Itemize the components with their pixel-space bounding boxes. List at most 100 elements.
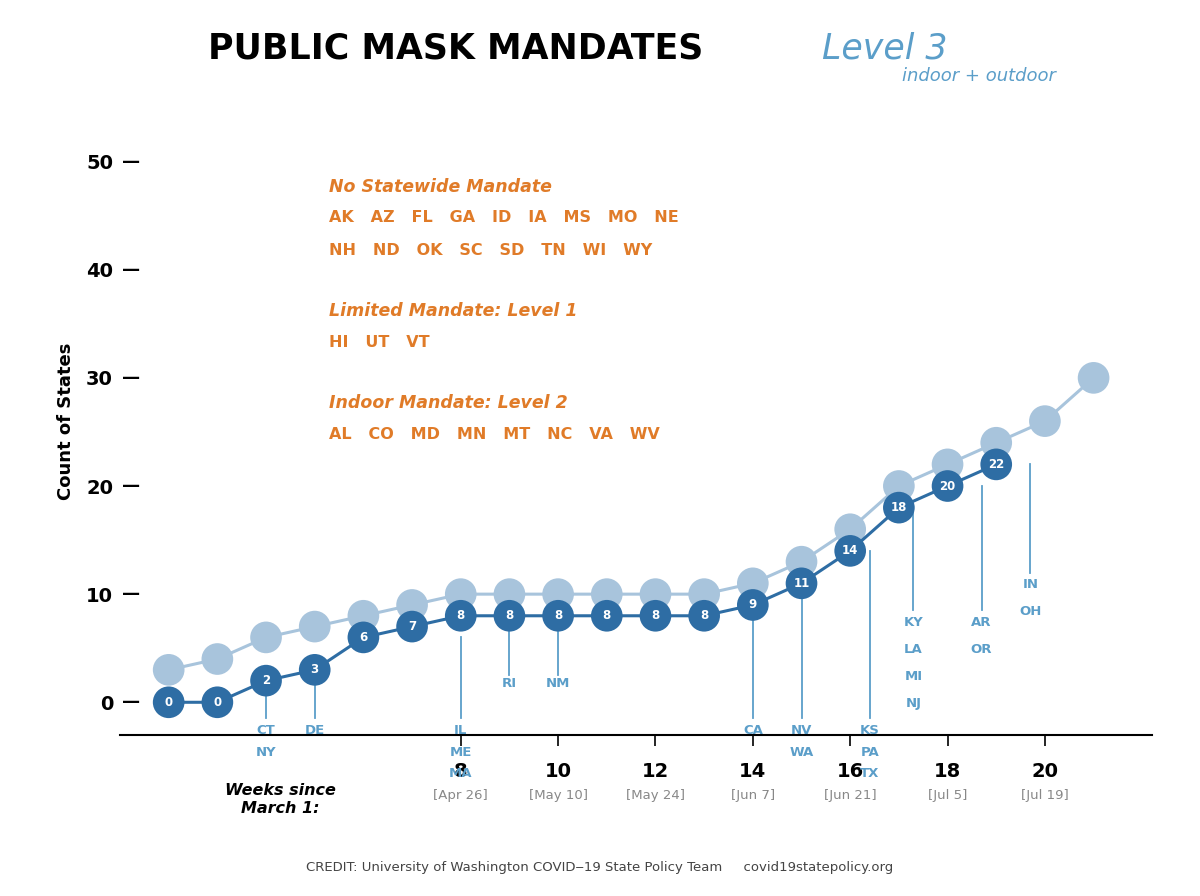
Text: No Statewide Mandate: No Statewide Mandate <box>329 177 552 196</box>
Text: 0: 0 <box>164 696 173 709</box>
Text: 20: 20 <box>940 479 955 493</box>
Point <box>257 630 276 644</box>
Text: 12: 12 <box>642 762 670 780</box>
Point <box>1036 414 1055 428</box>
Text: MI: MI <box>905 670 923 683</box>
Text: AK   AZ   FL   GA   ID   IA   MS   MO   NE: AK AZ FL GA ID IA MS MO NE <box>329 211 679 225</box>
Text: [Apr 26]: [Apr 26] <box>433 788 488 802</box>
Text: 9: 9 <box>749 599 757 611</box>
Point <box>257 674 276 688</box>
Text: 8: 8 <box>454 762 468 780</box>
Text: 10: 10 <box>545 762 571 780</box>
Text: DE: DE <box>305 724 325 737</box>
Point <box>160 663 179 677</box>
Text: NY: NY <box>256 745 276 759</box>
Text: —: — <box>122 152 140 170</box>
Point <box>402 619 421 633</box>
Text: 8: 8 <box>457 609 464 622</box>
Point <box>792 576 811 590</box>
Point <box>792 555 811 569</box>
Text: ME: ME <box>450 745 472 759</box>
Text: Level 3: Level 3 <box>822 31 948 65</box>
Text: 16: 16 <box>836 762 864 780</box>
Text: CT: CT <box>257 724 276 737</box>
Point <box>208 695 227 710</box>
Text: 2: 2 <box>262 674 270 687</box>
Text: NM: NM <box>546 677 570 691</box>
Text: AR: AR <box>971 616 992 629</box>
Text: Limited Mandate: Level 1: Limited Mandate: Level 1 <box>329 302 578 320</box>
Point <box>889 478 908 493</box>
Point <box>305 619 324 633</box>
Text: 8: 8 <box>505 609 514 622</box>
Point <box>743 598 762 612</box>
Text: KS: KS <box>859 724 880 737</box>
Point <box>500 608 520 623</box>
Text: 11: 11 <box>793 577 810 590</box>
Text: 6: 6 <box>359 631 367 644</box>
Point <box>743 576 762 590</box>
Text: IL: IL <box>454 724 468 737</box>
Text: 3: 3 <box>311 663 319 676</box>
Text: [May 10]: [May 10] <box>529 788 588 802</box>
Text: CREDIT: University of Washington COVID‒19 State Policy Team     covid19statepoli: CREDIT: University of Washington COVID‒1… <box>306 860 894 874</box>
Text: 8: 8 <box>554 609 563 622</box>
Point <box>986 435 1006 450</box>
Text: OR: OR <box>971 642 992 656</box>
Text: KY: KY <box>904 616 923 629</box>
Text: PUBLIC MASK MANDATES: PUBLIC MASK MANDATES <box>209 31 703 65</box>
Point <box>354 630 373 644</box>
Point <box>208 652 227 667</box>
Point <box>598 608 617 623</box>
Text: MA: MA <box>449 767 473 780</box>
Text: AL   CO   MD   MN   MT   NC   VA   WV: AL CO MD MN MT NC VA WV <box>329 426 660 442</box>
Text: [Jun 21]: [Jun 21] <box>824 788 876 802</box>
Text: —: — <box>122 261 140 279</box>
Point <box>840 544 859 558</box>
Text: NV: NV <box>791 724 812 737</box>
Text: 18: 18 <box>890 501 907 514</box>
Point <box>986 457 1006 471</box>
Text: 0: 0 <box>214 696 222 709</box>
Text: WA: WA <box>790 745 814 759</box>
Text: HI   UT   VT: HI UT VT <box>329 334 430 349</box>
Text: TX: TX <box>860 767 880 780</box>
Point <box>598 587 617 601</box>
Text: [Jul 19]: [Jul 19] <box>1021 788 1069 802</box>
Text: [Jul 5]: [Jul 5] <box>928 788 967 802</box>
Point <box>160 695 179 710</box>
Text: IN: IN <box>1022 578 1038 591</box>
Text: 14: 14 <box>739 762 767 780</box>
Text: —: — <box>122 694 140 711</box>
Text: 8: 8 <box>700 609 708 622</box>
Text: 22: 22 <box>988 458 1004 471</box>
Point <box>695 587 714 601</box>
Point <box>938 457 958 471</box>
Point <box>500 587 520 601</box>
Text: [Jun 7]: [Jun 7] <box>731 788 775 802</box>
Y-axis label: Count of States: Count of States <box>56 342 74 500</box>
Point <box>646 608 665 623</box>
Point <box>354 608 373 623</box>
Point <box>548 608 568 623</box>
Text: NJ: NJ <box>906 697 922 710</box>
Point <box>548 587 568 601</box>
Point <box>938 478 958 493</box>
Text: —: — <box>122 477 140 495</box>
Text: —: — <box>122 369 140 387</box>
Text: indoor + outdoor: indoor + outdoor <box>902 67 1056 85</box>
Point <box>451 587 470 601</box>
Point <box>695 608 714 623</box>
Text: 20: 20 <box>1032 762 1058 780</box>
Text: 7: 7 <box>408 620 416 633</box>
Text: LA: LA <box>904 642 923 656</box>
Text: Indoor Mandate: Level 2: Indoor Mandate: Level 2 <box>329 394 568 412</box>
Text: 14: 14 <box>842 545 858 557</box>
Point <box>305 663 324 677</box>
Text: —: — <box>122 585 140 603</box>
Text: [May 24]: [May 24] <box>626 788 685 802</box>
Text: OH: OH <box>1019 605 1042 618</box>
Point <box>451 608 470 623</box>
Text: RI: RI <box>502 677 517 691</box>
Text: NH   ND   OK   SC   SD   TN   WI   WY: NH ND OK SC SD TN WI WY <box>329 243 653 258</box>
